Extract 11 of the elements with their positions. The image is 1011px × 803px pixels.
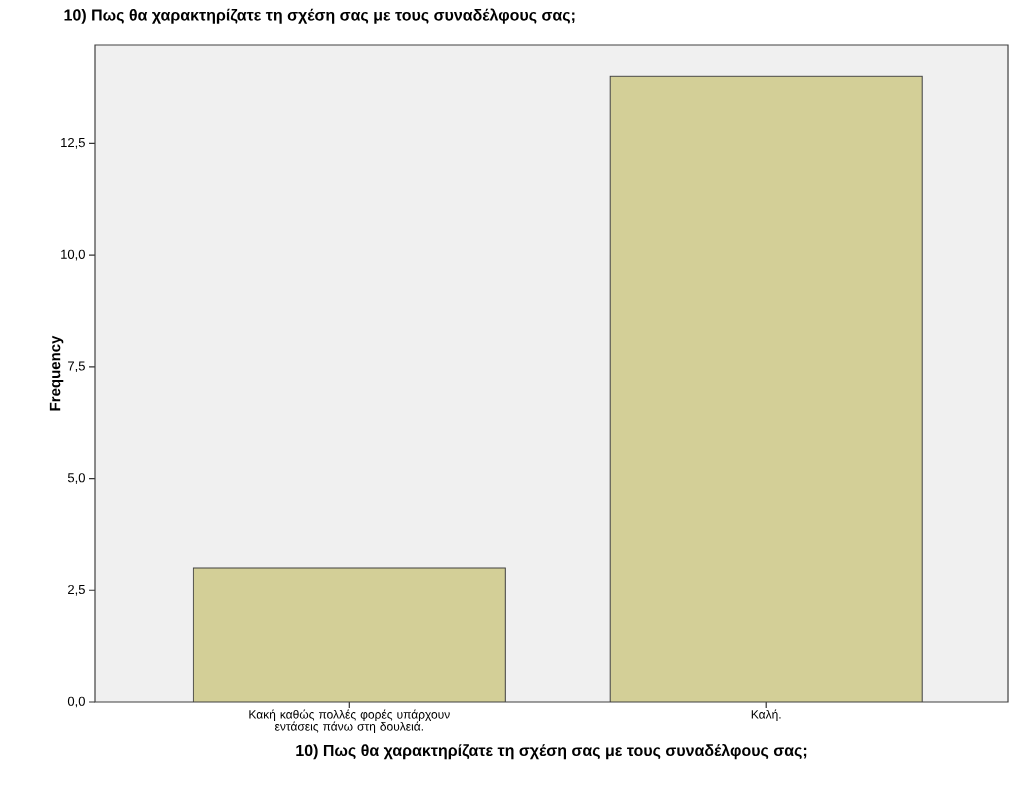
y-tick-label: 10,0 bbox=[61, 249, 85, 261]
y-axis-title: Frequency bbox=[49, 335, 64, 411]
y-tick-label: 5,0 bbox=[67, 473, 85, 484]
y-tick-label: 2,5 bbox=[68, 584, 85, 596]
x-axis-title: 10) Πως θα χαρακτηρίζατε τη σχέση σας με τους συναδέλφους σας; bbox=[296, 743, 807, 760]
x-tick-label: Κακή καθώς πολλές φορές υπάρχουν εντάσεις πάνω στη δουλειά. bbox=[249, 709, 450, 734]
y-tick-label: 12,5 bbox=[61, 137, 85, 149]
chart-title: 10) Πως θα χαρακτηρίζατε τη σχέση σας με τους συναδέλφους σας; bbox=[64, 8, 575, 24]
x-tick-label: Καλή. bbox=[751, 709, 781, 722]
y-tick-label: 7,5 bbox=[68, 361, 85, 373]
y-tick-label: 0,0 bbox=[67, 696, 85, 708]
